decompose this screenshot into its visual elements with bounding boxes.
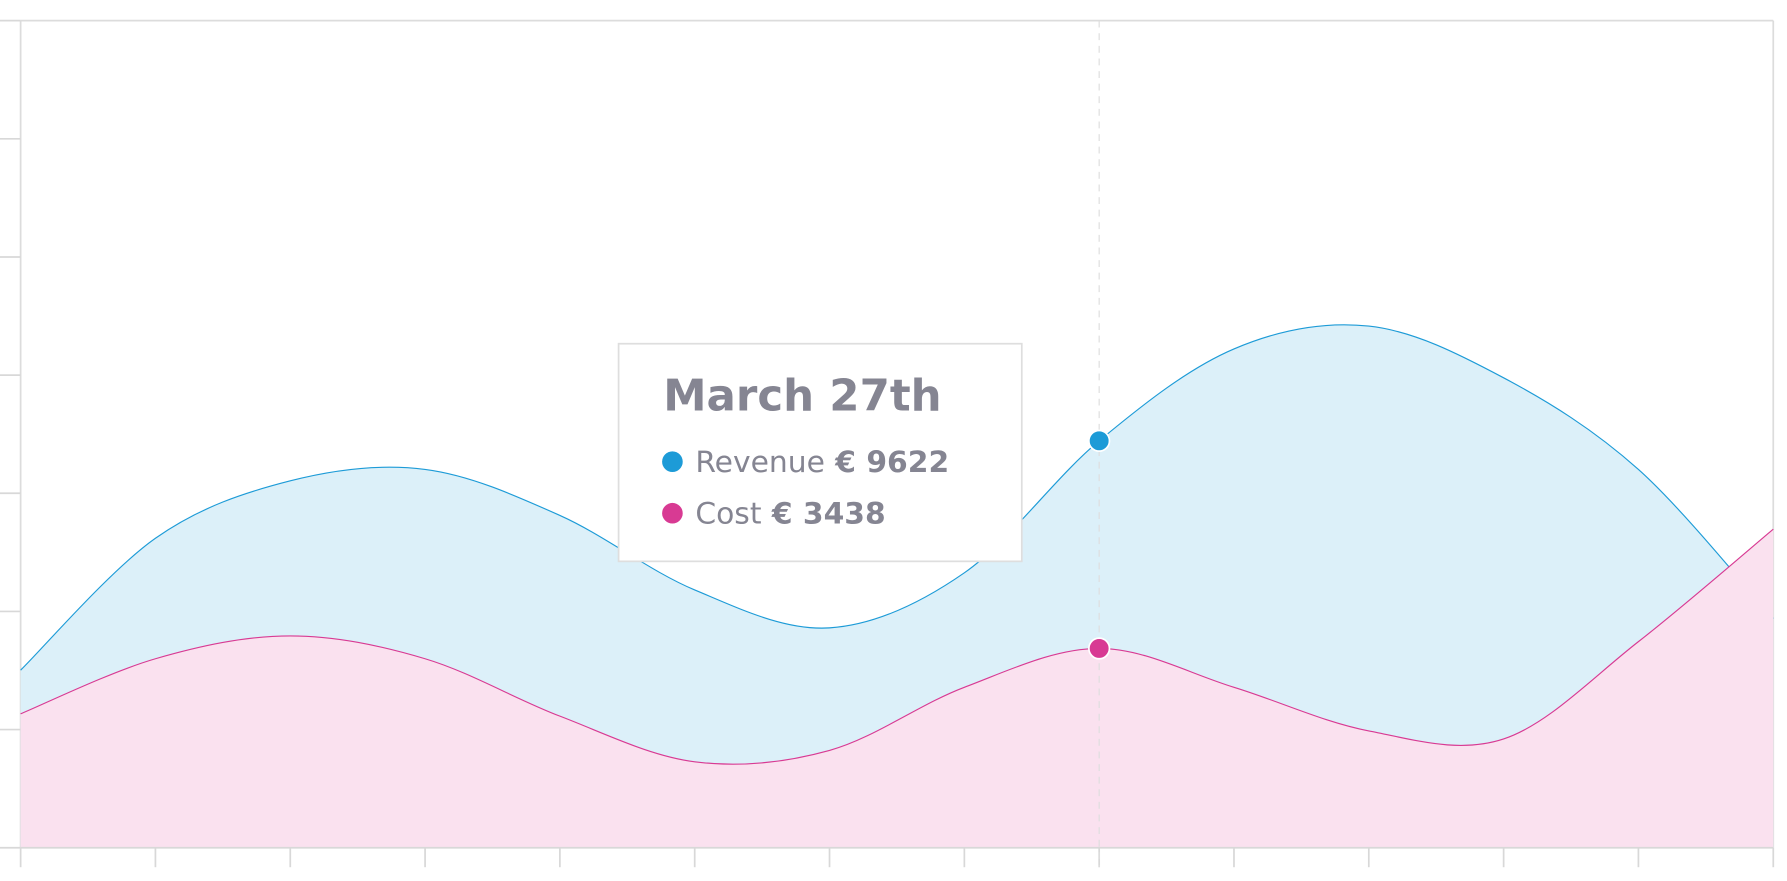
tooltip-title: March 27th [663,372,941,422]
hover-dot [1087,637,1111,660]
area-line [20,324,1774,671]
tooltip: March 27th Revenue € 9622 Cost € 3438 [617,342,1023,563]
area-line [20,528,1774,765]
hover-dot [1087,429,1111,453]
series-name: Cost [695,496,761,531]
series-name: Revenue [695,444,825,479]
legend-dot [662,451,683,473]
value-label: € 9622 [834,444,949,479]
area-fill [20,529,1774,848]
tooltip-item: Revenue € 9622 [695,444,949,479]
tooltip-item: Cost € 3438 [695,496,885,531]
tooltip-box [617,342,1023,563]
value-label: € 3438 [771,496,886,531]
plot [0,19,1775,868]
legend-dot [662,502,683,524]
